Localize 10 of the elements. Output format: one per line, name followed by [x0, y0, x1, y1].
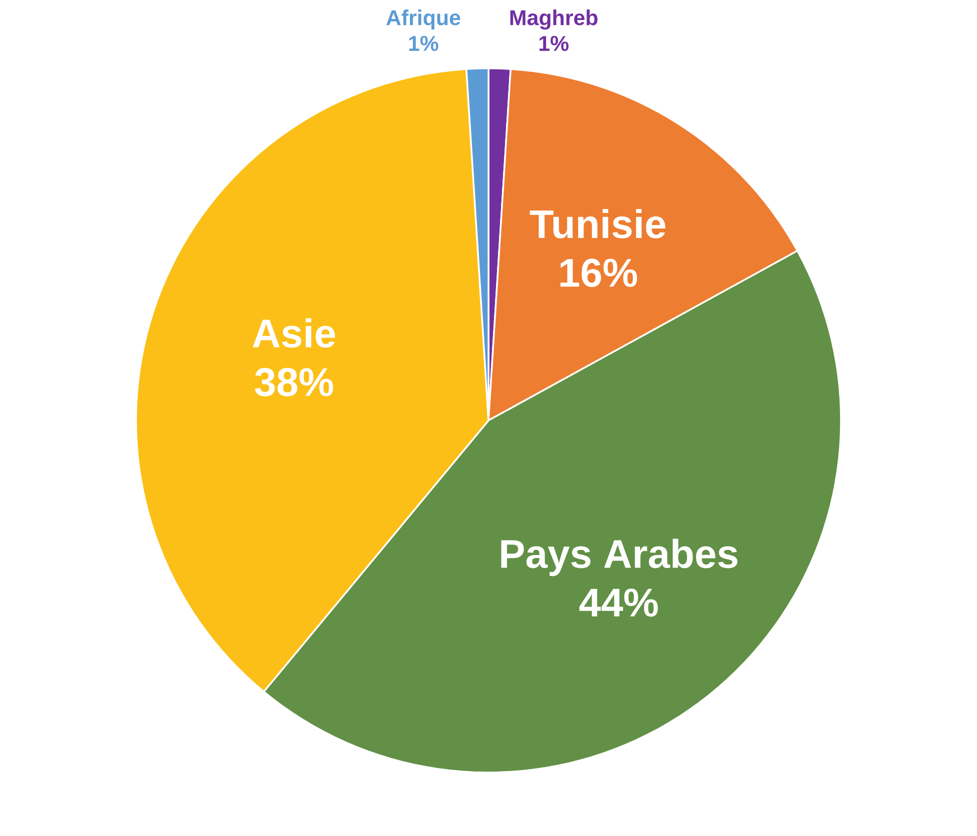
- data-label: 38%: [254, 368, 334, 397]
- slice-label: Maghreb: [510, 10, 598, 30]
- slice-label: Afrique: [386, 10, 460, 30]
- slice-label: Tunisie: [530, 209, 666, 239]
- slice-label: Pays Arabes: [501, 538, 738, 576]
- slice-label: Asie: [252, 318, 335, 348]
- data-label: 16%: [560, 258, 638, 288]
- data-label: 1%: [539, 36, 569, 52]
- data-label: 44%: [579, 588, 658, 617]
- data-label: 1%: [409, 36, 438, 52]
